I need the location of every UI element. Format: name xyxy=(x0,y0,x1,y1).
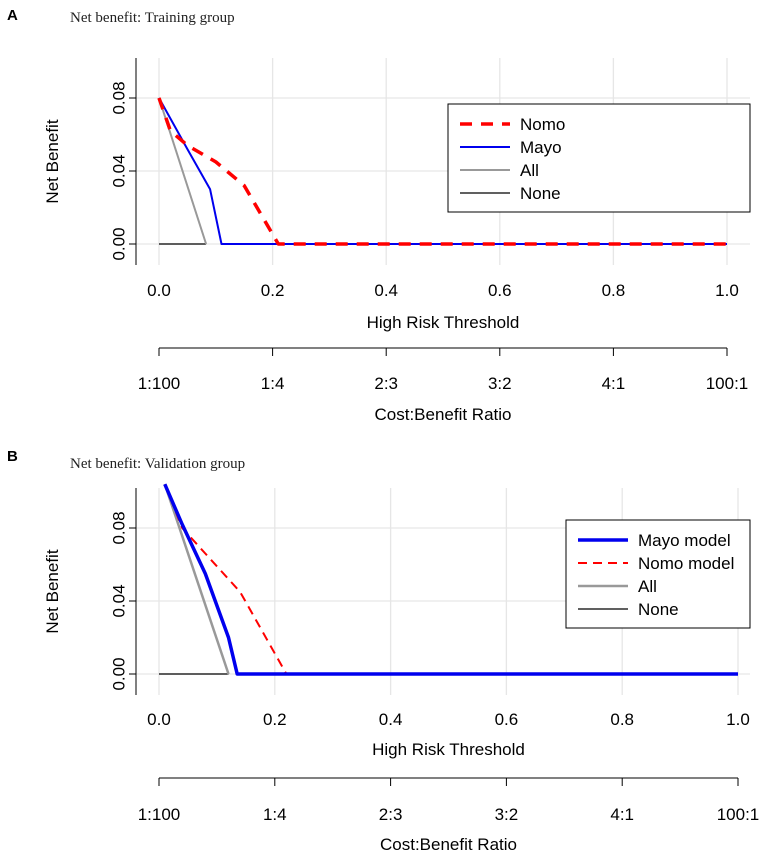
x-tick-label: 0.4 xyxy=(379,710,403,729)
y-tick-label: 0.04 xyxy=(109,584,128,617)
chart-title: Net benefit: Validation group xyxy=(70,456,245,472)
legend-label: None xyxy=(638,600,679,619)
secondary-tick-label: 1:100 xyxy=(138,374,181,393)
legend-box xyxy=(565,519,751,629)
legend: Mayo model Nomo model All None xyxy=(565,519,751,629)
x-axis-title: High Risk Threshold xyxy=(367,313,520,332)
series-group xyxy=(159,483,738,676)
x-axis: 0.0 0.2 0.4 0.6 0.8 1.0 High Risk Threshold xyxy=(147,281,739,332)
legend-label: All xyxy=(638,577,657,596)
secondary-axis: 1:100 1:4 2:3 3:2 4:1 100:1 Cost:Benefit Ratio xyxy=(138,347,749,424)
series-line-nomo xyxy=(157,97,727,246)
chart-panel-a: A Net benefit: Training group 0.00 0.04 0.08… xyxy=(7,7,751,424)
legend-label: None xyxy=(520,184,561,203)
series-line-mayo-model xyxy=(163,483,738,676)
x-axis-title: High Risk Threshold xyxy=(372,740,525,759)
legend-label: Mayo xyxy=(520,138,562,157)
series-group xyxy=(157,97,727,246)
series-line-all xyxy=(163,483,230,675)
secondary-tick-label: 1:100 xyxy=(138,805,181,824)
x-tick-label: 0.6 xyxy=(488,281,512,300)
panel-label: A xyxy=(7,7,18,24)
y-tick-label: 0.00 xyxy=(109,227,128,260)
secondary-tick-label: 100:1 xyxy=(717,805,760,824)
chart-panel-b: B Net benefit: Validation group0.000.040.… xyxy=(7,448,759,854)
secondary-tick-label: 3:2 xyxy=(488,374,512,393)
x-tick-label: 0.8 xyxy=(602,281,626,300)
series-line-mayo xyxy=(158,97,727,245)
secondary-tick-label: 3:2 xyxy=(495,805,519,824)
legend-label: Nomo model xyxy=(638,554,734,573)
legend-box xyxy=(447,103,751,213)
y-axis: 0.00 0.04 0.08 Net Benefit xyxy=(43,488,137,695)
secondary-tick-label: 4:1 xyxy=(610,805,634,824)
y-tick-label: 0.04 xyxy=(109,154,128,187)
x-tick-label: 0.6 xyxy=(495,710,519,729)
y-axis-title: Net Benefit xyxy=(43,549,62,633)
x-tick-label: 0.8 xyxy=(610,710,634,729)
x-tick-label: 0.2 xyxy=(263,710,287,729)
x-tick-label: 1.0 xyxy=(715,281,739,300)
y-tick-label: 0.00 xyxy=(109,657,128,690)
secondary-axis-title: Cost:Benefit Ratio xyxy=(380,835,517,854)
secondary-tick-label: 2:3 xyxy=(374,374,398,393)
legend: Nomo Mayo All None xyxy=(447,103,751,213)
y-axis-title: Net Benefit xyxy=(43,119,62,203)
legend-label: Nomo xyxy=(520,115,565,134)
secondary-axis-title: Cost:Benefit Ratio xyxy=(374,405,511,424)
panel-label: B xyxy=(7,448,18,465)
x-tick-label: 0.4 xyxy=(374,281,398,300)
secondary-tick-label: 4:1 xyxy=(602,374,626,393)
x-tick-label: 0.2 xyxy=(261,281,285,300)
y-tick-label: 0.08 xyxy=(109,81,128,114)
chart-title: Net benefit: Training group xyxy=(70,10,235,26)
y-tick-label: 0.08 xyxy=(109,511,128,544)
x-tick-label: 1.0 xyxy=(726,710,750,729)
legend-label: Mayo model xyxy=(638,531,731,550)
x-tick-label: 0.0 xyxy=(147,281,171,300)
secondary-tick-label: 2:3 xyxy=(379,805,403,824)
legend-label: All xyxy=(520,161,539,180)
x-tick-label: 0.0 xyxy=(147,710,171,729)
secondary-tick-label: 1:4 xyxy=(263,805,287,824)
x-axis: 0.0 0.2 0.4 0.6 0.8 1.0 High Risk Threshold xyxy=(147,710,750,759)
secondary-axis: 1:100 1:4 2:3 3:2 4:1 100:1 Cost:Benefit Ratio xyxy=(138,777,760,854)
secondary-tick-label: 1:4 xyxy=(261,374,285,393)
secondary-tick-label: 100:1 xyxy=(706,374,749,393)
y-axis: 0.00 0.04 0.08 Net Benefit xyxy=(43,58,137,265)
